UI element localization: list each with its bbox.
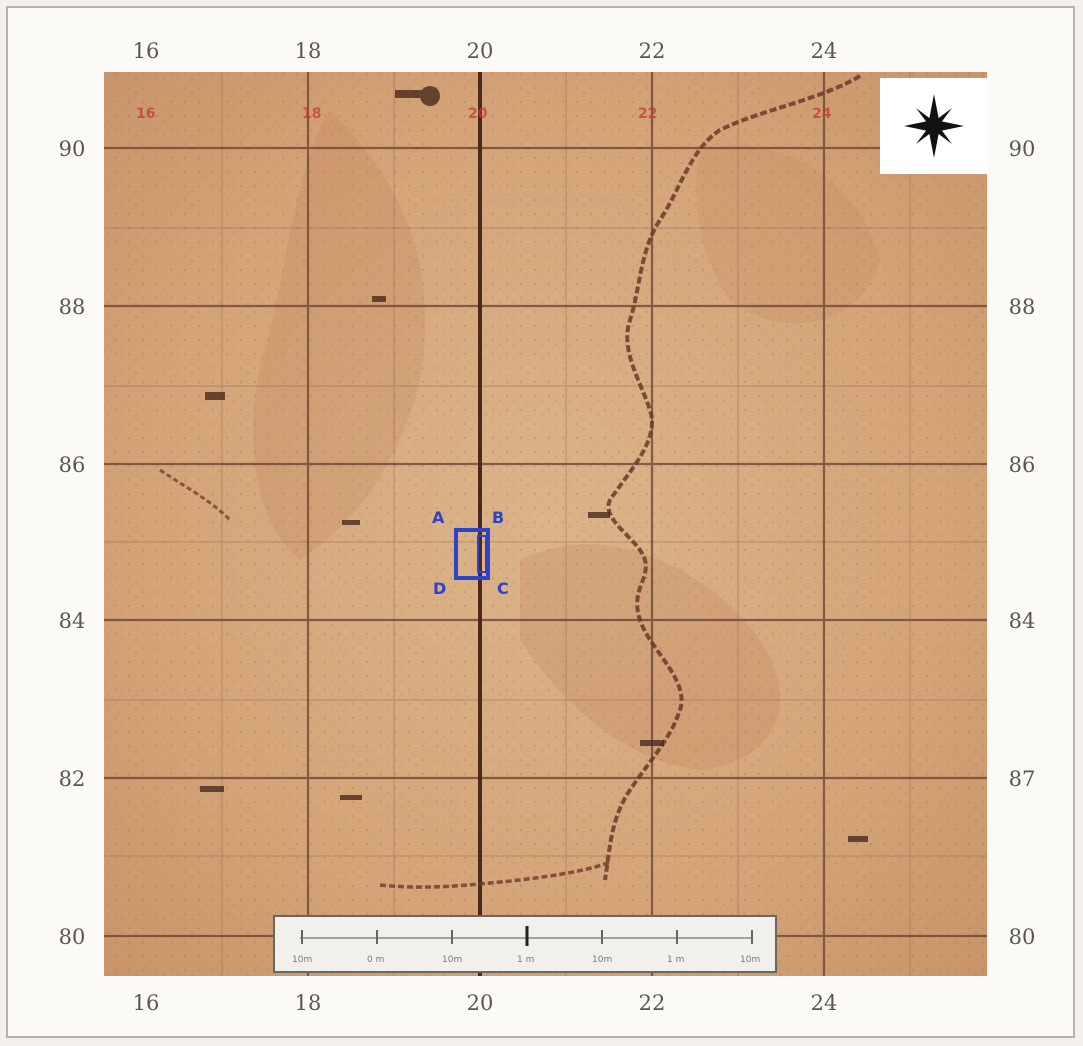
scale-label: 10m — [442, 955, 462, 965]
y-tick-label: 84 — [59, 609, 86, 633]
x-tick-label: 20 — [467, 39, 494, 63]
scale-bar: 10m 0 m 10m 1 m 10m 1 m 10m — [273, 915, 777, 973]
x-tick-label: 24 — [811, 39, 838, 63]
river-line — [603, 74, 862, 881]
red-grid-number: 16 — [136, 106, 155, 122]
x-axis-top: 16 18 20 22 24 — [133, 39, 838, 63]
y-tick-label: 84 — [1009, 609, 1036, 633]
terrain-shade — [696, 145, 880, 324]
major-grid — [104, 72, 987, 976]
scale-label: 0 m — [367, 955, 384, 965]
x-axis-bottom: 16 18 20 22 24 — [133, 991, 838, 1015]
map-features — [200, 86, 868, 842]
x-tick-label: 24 — [811, 991, 838, 1015]
x-tick-label: 22 — [639, 991, 666, 1015]
scale-bar-ticks — [301, 926, 753, 946]
stream-line — [379, 860, 611, 889]
scale-label: 10m — [292, 955, 312, 965]
red-grid-number: 24 — [812, 106, 832, 122]
y-axis-right: 90 88 86 84 87 80 — [1009, 137, 1036, 949]
scale-label: 1 m — [517, 955, 534, 965]
abcd-inner-mark — [477, 535, 487, 573]
y-tick-label: 82 — [59, 767, 86, 791]
red-grid-number: 22 — [638, 106, 657, 122]
stream-line — [159, 468, 232, 522]
y-tick-label: 86 — [59, 453, 86, 477]
scale-label: 10m — [740, 955, 760, 965]
point-a-label: A — [432, 508, 445, 527]
point-b-label: B — [492, 508, 504, 527]
x-tick-label: 20 — [467, 991, 494, 1015]
x-tick-label: 16 — [133, 991, 160, 1015]
compass-rose-icon — [880, 78, 988, 174]
abcd-rectangle — [454, 528, 490, 580]
map-area: 16 18 20 22 24 A B C D — [104, 72, 987, 976]
x-tick-label: 22 — [639, 39, 666, 63]
red-grid-number: 20 — [468, 106, 488, 122]
scale-bar-box — [273, 915, 777, 973]
y-tick-label: 80 — [59, 925, 86, 949]
minor-grid — [104, 72, 987, 976]
y-tick-label: 90 — [1009, 137, 1036, 161]
grid-square-abcd: A B C D — [432, 508, 509, 598]
map-texture — [104, 72, 987, 976]
y-tick-label: 88 — [1009, 295, 1036, 319]
point-d-label: D — [433, 579, 446, 598]
scale-label: 1 m — [667, 955, 684, 965]
y-tick-label: 86 — [1009, 453, 1036, 477]
y-tick-label: 80 — [1009, 925, 1036, 949]
scale-label: 10m — [592, 955, 612, 965]
y-tick-label: 87 — [1009, 767, 1036, 791]
red-grid-numbers: 16 18 20 22 24 — [136, 106, 832, 122]
x-tick-label: 18 — [295, 991, 322, 1015]
terrain-shade — [520, 544, 780, 770]
y-axis-left: 90 88 86 84 82 80 — [59, 137, 86, 949]
y-tick-label: 88 — [59, 295, 86, 319]
y-tick-label: 90 — [59, 137, 86, 161]
terrain-shade — [253, 110, 426, 560]
point-c-label: C — [497, 579, 509, 598]
x-tick-label: 16 — [133, 39, 160, 63]
x-tick-label: 18 — [295, 39, 322, 63]
red-grid-number: 18 — [302, 106, 321, 122]
